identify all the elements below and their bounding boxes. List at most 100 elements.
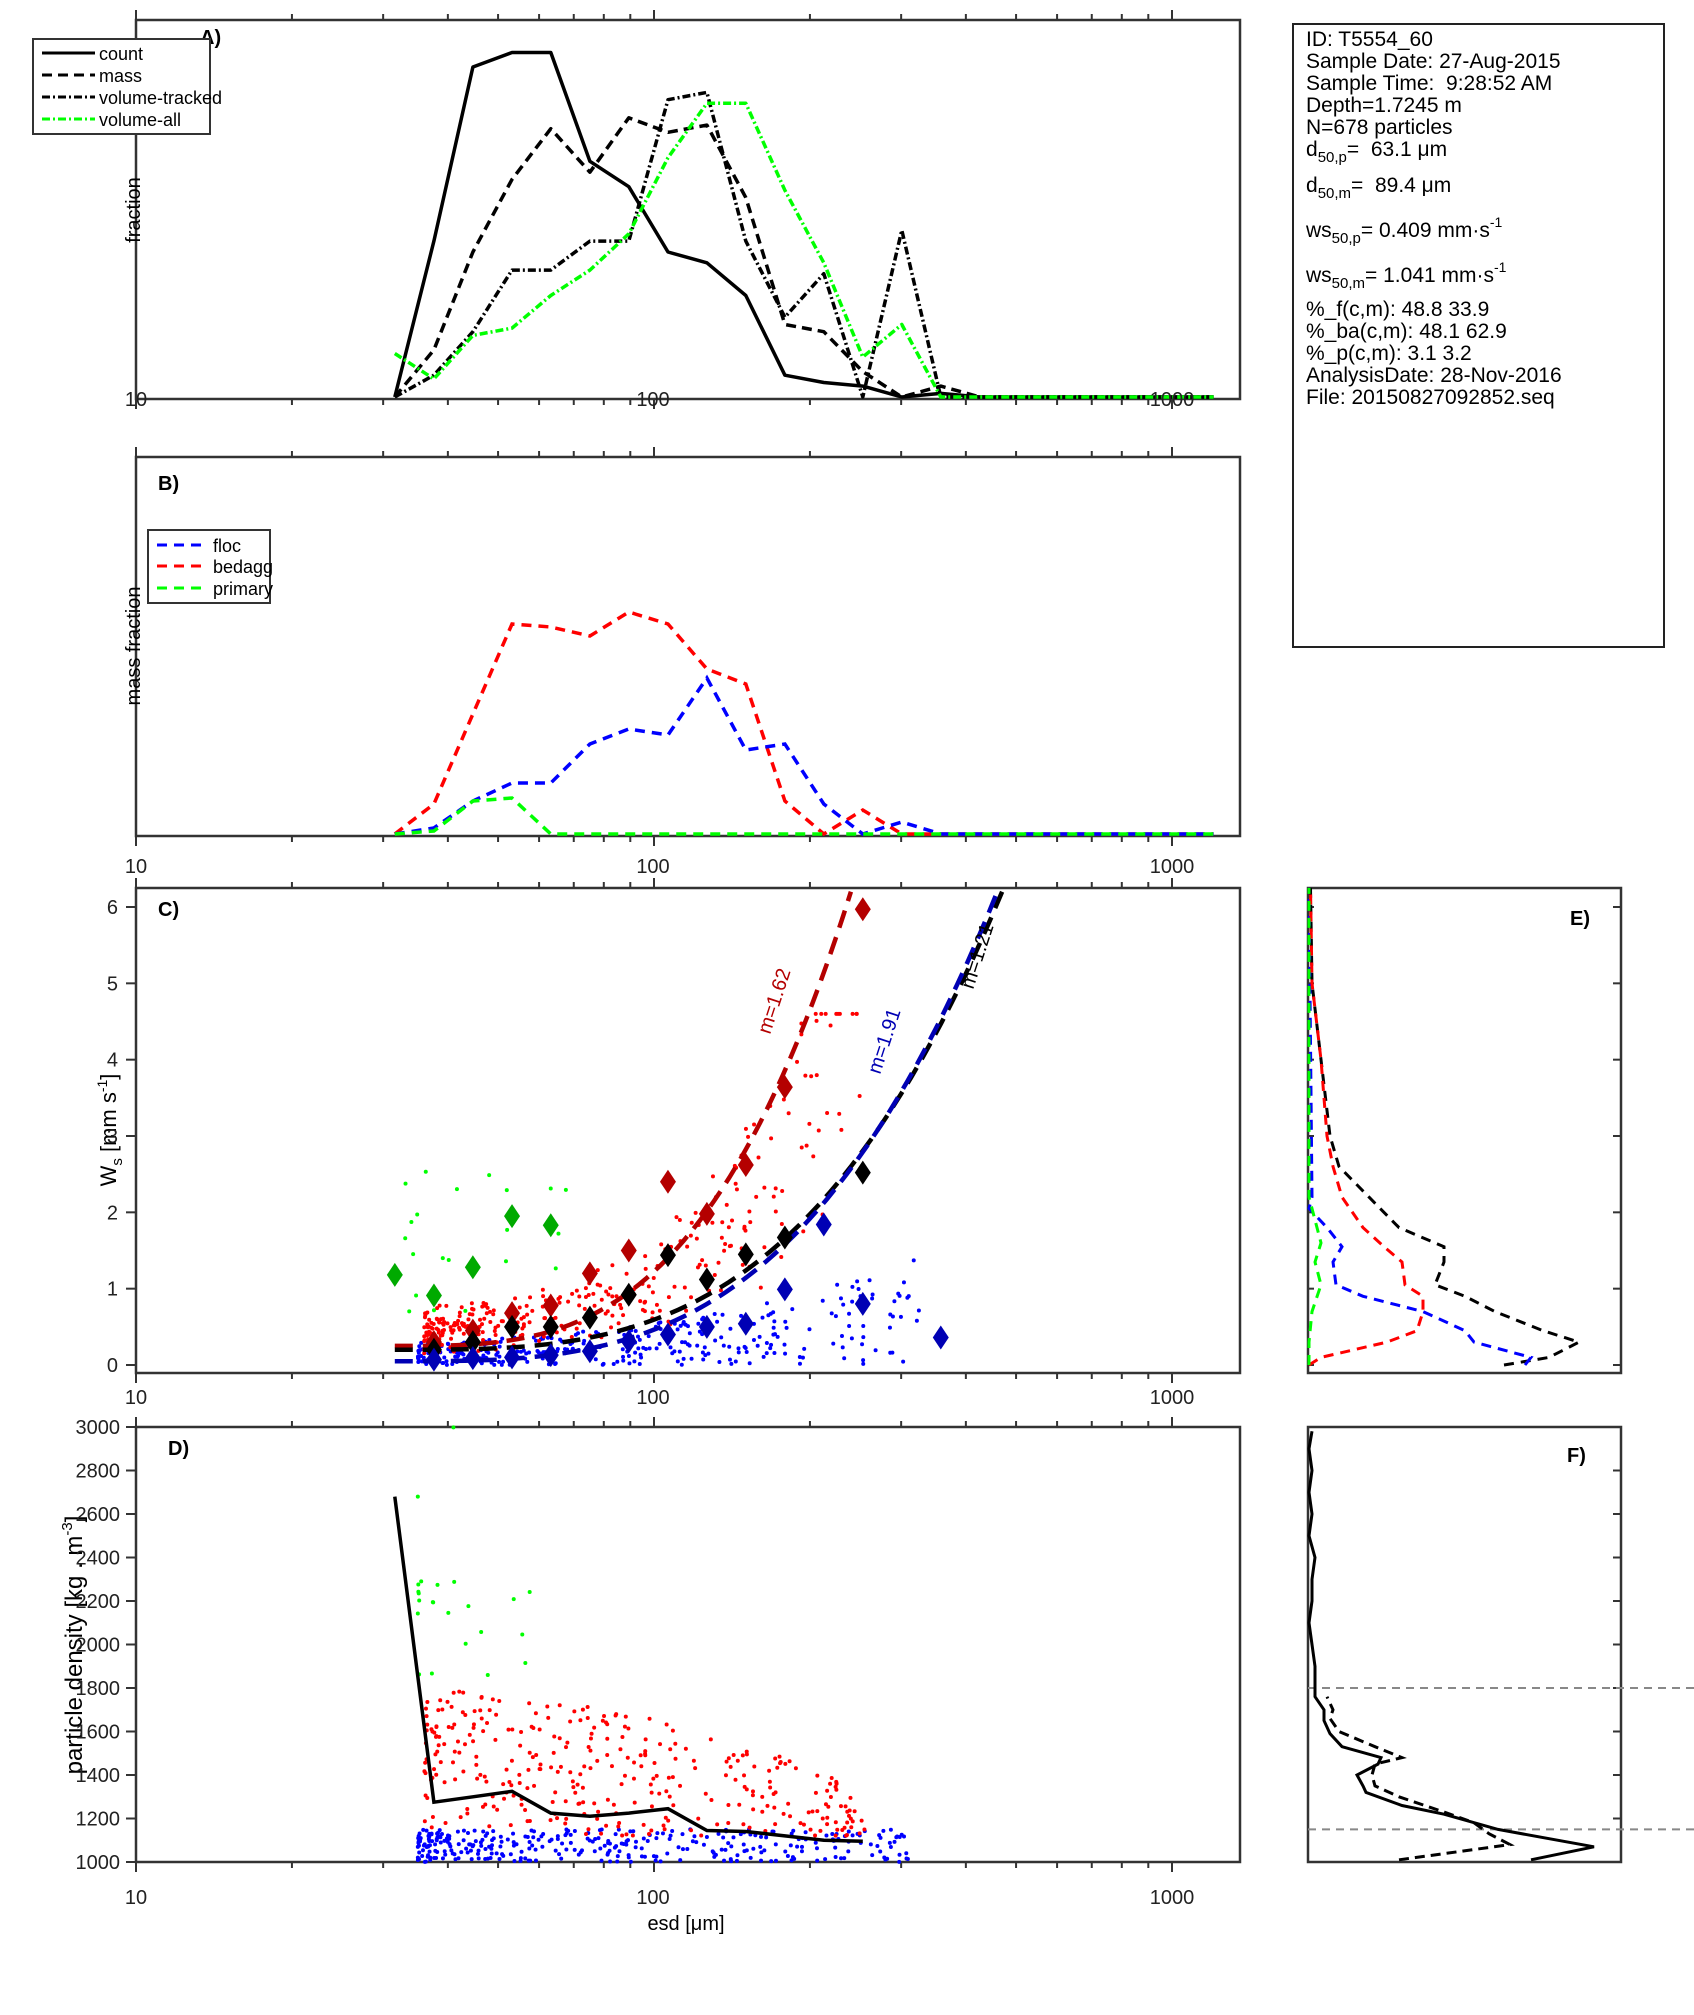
scatter-point-floc — [887, 1840, 892, 1845]
scatter-point-floc — [680, 1847, 685, 1852]
scatter-point-bedagg — [585, 1716, 590, 1721]
scatter-point-bedagg — [762, 1185, 767, 1190]
scatter-point-bedagg — [833, 1820, 838, 1825]
panel-b-label: B) — [158, 473, 179, 495]
scatter-point-bedagg — [452, 1323, 457, 1328]
scatter-point-floc — [830, 1831, 835, 1836]
scatter-point-floc — [813, 1840, 818, 1845]
scatter-point-floc — [500, 1336, 505, 1341]
scatter-point-bedagg — [696, 1816, 701, 1821]
scatter-point-bedagg — [623, 1714, 628, 1719]
scatter-point-bedagg — [816, 1128, 821, 1133]
scatter-point-bedagg — [575, 1782, 580, 1787]
legend-box — [147, 529, 271, 604]
scatter-point-bedagg — [475, 1776, 480, 1781]
scatter-point-floc — [600, 1362, 605, 1367]
scatter-point-bedagg — [450, 1725, 455, 1730]
scatter-point-bedagg — [589, 1731, 594, 1736]
scatter-point-floc — [676, 1845, 681, 1850]
scatter-point-bedagg — [586, 1827, 591, 1832]
scatter-point-bedagg — [457, 1327, 462, 1332]
scatter-point-bedagg — [815, 1809, 820, 1814]
scatter-point-floc — [850, 1833, 855, 1838]
scatter-point-floc — [636, 1346, 641, 1351]
scatter-point-bedagg — [577, 1294, 582, 1299]
scatter-point-primary — [430, 1600, 435, 1605]
info-pct-bedagg: %_ba(c,m): 48.1 62.9 — [1306, 320, 1507, 343]
scatter-point-primary — [548, 1186, 553, 1191]
median-marker-bedagg — [581, 1261, 598, 1286]
scatter-point-floc — [833, 1855, 838, 1860]
median-marker-all — [581, 1305, 598, 1330]
scatter-point-bedagg — [427, 1317, 432, 1322]
scatter-point-bedagg — [712, 1273, 717, 1278]
scatter-point-floc — [731, 1835, 736, 1840]
scatter-point-bedagg — [478, 1708, 483, 1713]
scatter-point-bedagg — [425, 1796, 430, 1801]
scatter-point-bedagg — [643, 1753, 648, 1758]
scatter-point-floc — [440, 1856, 445, 1861]
scatter-point-bedagg — [479, 1322, 484, 1327]
panel-a-ylabel: fraction — [123, 177, 145, 243]
scatter-point-floc — [529, 1828, 534, 1833]
scatter-point-floc — [599, 1858, 604, 1863]
scatter-point-floc — [651, 1854, 656, 1859]
scatter-point-primary — [463, 1308, 468, 1313]
scatter-point-bedagg — [558, 1295, 563, 1300]
scatter-point-bedagg — [620, 1833, 625, 1838]
scatter-point-floc — [722, 1858, 727, 1863]
scatter-point-floc — [751, 1846, 756, 1851]
scatter-point-floc — [815, 1858, 820, 1863]
scatter-point-bedagg — [461, 1769, 466, 1774]
scatter-point-floc — [639, 1854, 644, 1859]
scatter-point-primary — [411, 1252, 416, 1257]
scatter-point-bedagg — [538, 1762, 543, 1767]
scatter-point-bedagg — [825, 1815, 830, 1820]
sample-info-box: ID: T5554_60 Sample Date: 27-Aug-2015 Sa… — [1292, 23, 1665, 648]
scatter-point-bedagg — [532, 1783, 537, 1788]
scatter-point-primary — [463, 1641, 468, 1646]
scatter-point-primary — [451, 1425, 456, 1430]
scatter-point-bedagg — [748, 1220, 753, 1225]
scatter-point-floc — [820, 1298, 825, 1303]
scatter-point-bedagg — [424, 1714, 429, 1719]
scatter-point-bedagg — [754, 1194, 759, 1199]
panel-d-xtick-label: 1000 — [1150, 1887, 1195, 1909]
scatter-point-bedagg — [779, 1254, 784, 1259]
scatter-point-floc — [592, 1849, 597, 1854]
scatter-point-bedagg — [595, 1758, 600, 1763]
scatter-point-bedagg — [624, 1271, 629, 1276]
scatter-point-floc — [736, 1350, 741, 1355]
scatter-point-bedagg — [460, 1710, 465, 1715]
scatter-point-bedagg — [557, 1300, 562, 1305]
scatter-point-bedagg — [767, 1768, 772, 1773]
scatter-point-floc — [495, 1350, 500, 1355]
scatter-point-bedagg — [743, 1126, 748, 1131]
scatter-point-floc — [560, 1841, 565, 1846]
scatter-point-floc — [744, 1848, 749, 1853]
scatter-point-floc — [602, 1843, 607, 1848]
scatter-point-bedagg — [670, 1728, 675, 1733]
scatter-point-bedagg — [618, 1302, 623, 1307]
median-marker-all — [698, 1267, 715, 1292]
scatter-point-primary — [415, 1212, 420, 1217]
scatter-point-bedagg — [440, 1707, 445, 1712]
scatter-point-floc — [568, 1832, 573, 1837]
ylabel-sub: s — [109, 1158, 126, 1166]
y-tick-label: 3 — [107, 1126, 118, 1148]
scatter-point-bedagg — [818, 1828, 823, 1833]
scatter-point-floc — [453, 1857, 458, 1862]
scatter-point-bedagg — [648, 1782, 653, 1787]
scatter-point-floc — [657, 1341, 662, 1346]
scatter-point-floc — [867, 1278, 872, 1283]
scatter-point-bedagg — [657, 1791, 662, 1796]
scatter-point-bedagg — [781, 1811, 786, 1816]
scatter-point-bedagg — [798, 1821, 803, 1826]
scatter-point-floc — [771, 1310, 776, 1315]
scatter-point-bedagg — [859, 1818, 864, 1823]
scatter-point-floc — [476, 1856, 481, 1861]
scatter-point-floc — [415, 1844, 420, 1849]
y-tick-label: 1200 — [76, 1809, 121, 1831]
scatter-point-bedagg — [663, 1815, 668, 1820]
scatter-point-bedagg — [742, 1784, 747, 1789]
